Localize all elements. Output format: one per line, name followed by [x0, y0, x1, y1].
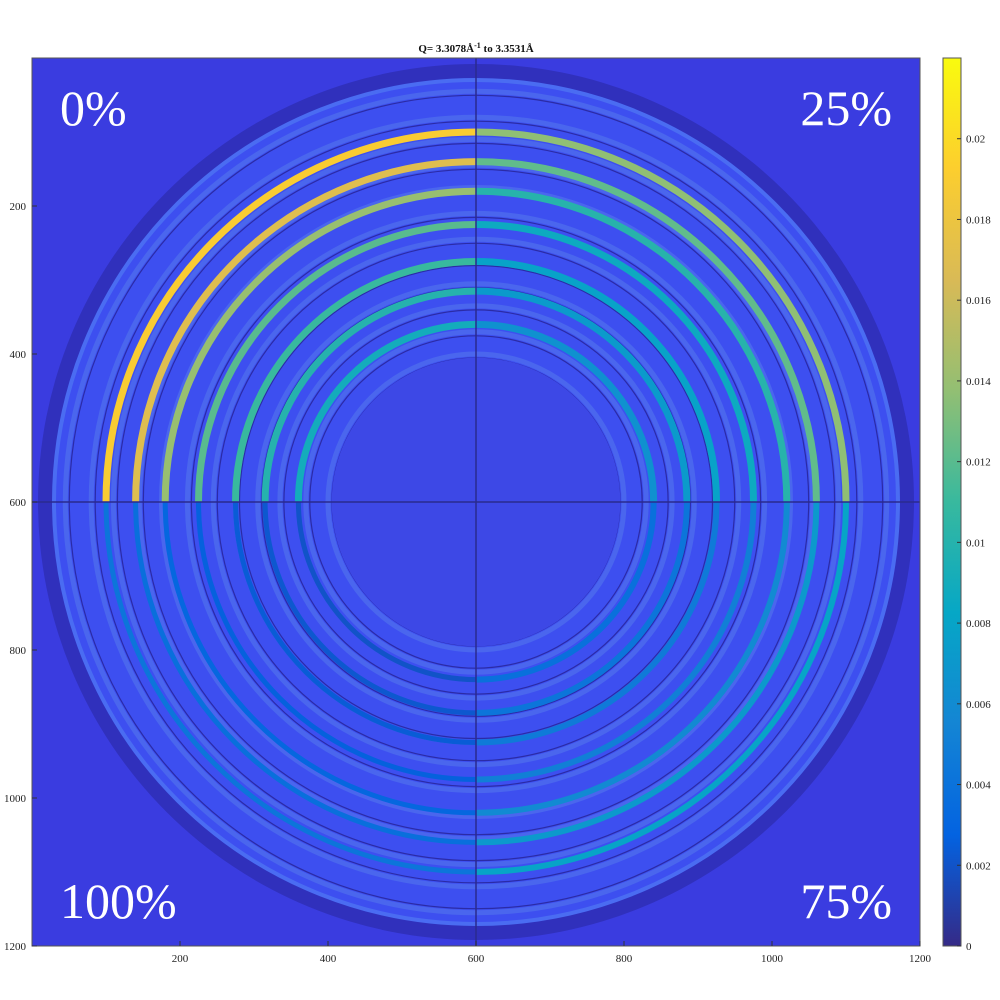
- x-tick-label: 1200: [909, 953, 932, 965]
- bright-arc-0pct: [195, 221, 477, 503]
- colorbar-tick-label: 0.002: [966, 860, 991, 872]
- bright-arc-75pct: [475, 501, 657, 683]
- quadrant-label-bottom-left: 100%: [60, 873, 177, 929]
- y-tick-label: 600: [10, 497, 27, 509]
- chart-title: Q= 3.3078Å-1 to 3.3531Å: [418, 41, 533, 55]
- bright-arc-100pct: [233, 501, 477, 745]
- x-tick-label: 1000: [761, 953, 784, 965]
- y-tick-label: 1000: [4, 793, 27, 805]
- bright-arc-0pct: [132, 158, 477, 503]
- bright-arc-100pct: [295, 501, 477, 683]
- colorbar-gradient: [942, 57, 962, 947]
- x-tick-label: 400: [320, 953, 337, 965]
- y-tick-label: 1200: [4, 941, 27, 953]
- bright-arc-25pct: [475, 158, 820, 503]
- colorbar-tick-label: 0: [966, 941, 972, 953]
- bright-arc-0pct: [102, 128, 477, 503]
- colorbar-tick-label: 0.018: [966, 214, 991, 226]
- bright-arc-25pct: [475, 187, 791, 503]
- quadrant-label-top-right: 25%: [800, 80, 892, 136]
- bright-arc-75pct: [475, 501, 757, 783]
- y-tick-label: 200: [10, 201, 27, 213]
- bright-arc-75pct: [475, 501, 790, 816]
- bright-arc-75pct: [475, 501, 720, 746]
- bright-arc-100pct: [103, 501, 477, 875]
- x-tick-label: 800: [616, 953, 633, 965]
- bright-arc-0pct: [161, 187, 477, 503]
- bright-arc-100pct: [133, 501, 477, 845]
- colorbar-tick-label: 0.008: [966, 618, 991, 630]
- bright-arc-0pct: [261, 287, 477, 503]
- bright-arc-75pct: [475, 501, 849, 875]
- bright-arc-100pct: [162, 501, 477, 816]
- colorbar: 0 0.002 0.004 0.006 0.008 0.01 0.012 0.014 0.016…: [942, 57, 991, 953]
- bright-arc-75pct: [475, 501, 820, 846]
- quadrant-label-bottom-right: 75%: [800, 873, 892, 929]
- colorbar-tick-label: 0.006: [966, 699, 991, 711]
- y-tick-label: 400: [10, 349, 27, 361]
- bright-arc-25pct: [475, 128, 850, 503]
- bright-arc-25pct: [475, 287, 691, 503]
- colorbar-tick-label: 0.014: [966, 376, 991, 388]
- x-tick-label: 600: [468, 953, 485, 965]
- colorbar-ticks: 0 0.002 0.004 0.006 0.008 0.01 0.012 0.014 0.016…: [957, 134, 991, 953]
- bright-arc-0pct: [232, 258, 477, 503]
- colorbar-tick-label: 0.012: [966, 457, 991, 469]
- colorbar-tick-label: 0.01: [966, 537, 985, 549]
- bright-arc-25pct: [475, 221, 757, 503]
- y-tick-label: 800: [10, 645, 27, 657]
- bright-arc-25pct: [475, 258, 720, 503]
- colorbar-tick-label: 0.004: [966, 780, 991, 792]
- bright-arc-100pct: [196, 501, 477, 782]
- axes: 200 400 600 800 1000 1200 200 400 600 800 1000 1200: [4, 201, 932, 965]
- bright-arc-25pct: [475, 320, 658, 503]
- bright-arc-0pct: [294, 320, 477, 503]
- colorbar-tick-label: 0.016: [966, 295, 991, 307]
- colorbar-tick-label: 0.02: [966, 134, 985, 146]
- x-tick-label: 200: [172, 953, 189, 965]
- bright-arc-75pct: [475, 501, 690, 716]
- bright-arc-100pct: [262, 501, 477, 716]
- quadrant-label-top-left: 0%: [60, 80, 127, 136]
